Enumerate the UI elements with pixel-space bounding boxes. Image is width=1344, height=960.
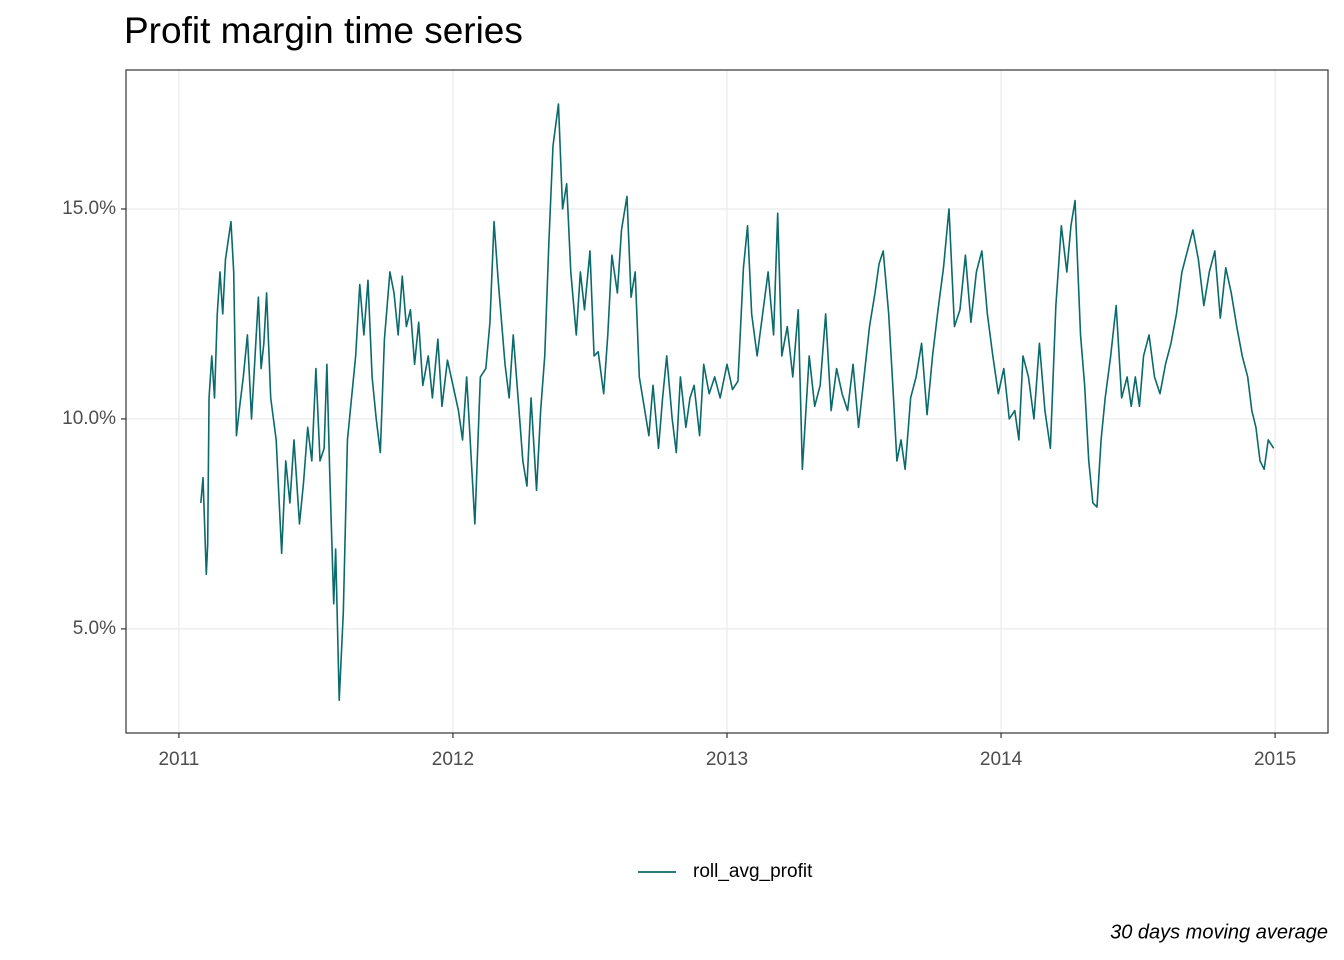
x-tick-label: 2015 [1254,749,1296,770]
x-tick-label: 2014 [980,749,1023,770]
x-tick-label: 2011 [158,749,199,770]
x-tick-label: 2013 [706,749,748,770]
chart-title: Profit margin time series [124,10,523,51]
caption: 30 days moving average [1110,921,1328,943]
x-tick-label: 2012 [432,749,474,770]
legend-label: roll_avg_profit [693,861,813,882]
y-tick-label: 15.0% [62,198,116,219]
y-tick-label: 10.0% [62,408,116,429]
series-line [200,103,1275,702]
y-tick-label: 5.0% [73,618,116,639]
plot-border [125,69,1329,734]
